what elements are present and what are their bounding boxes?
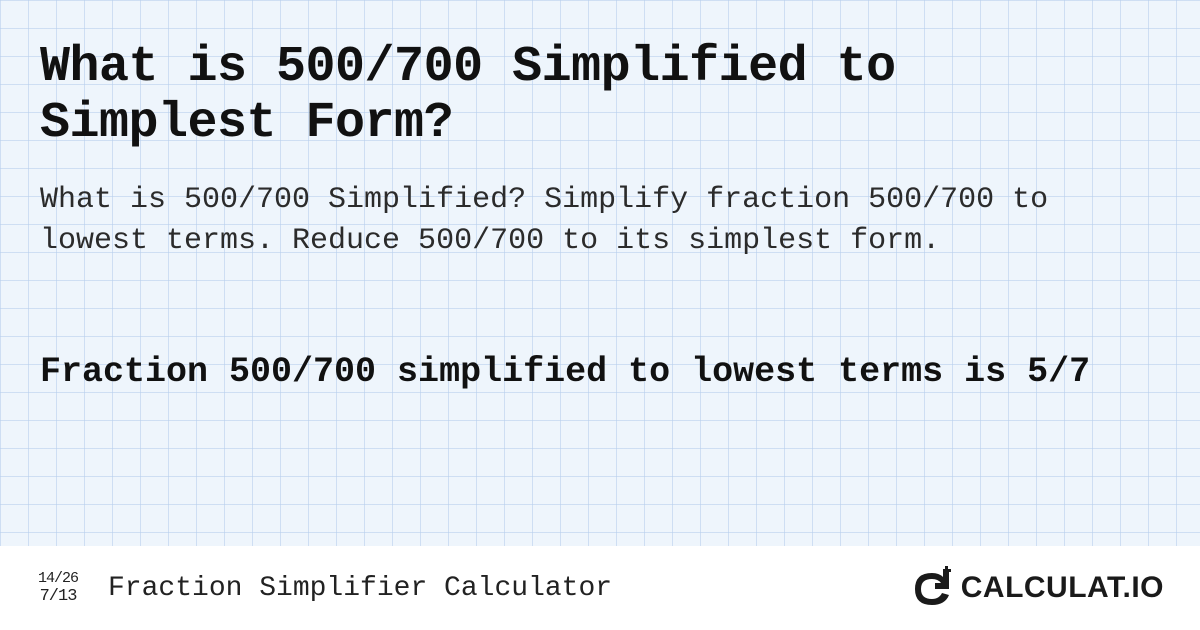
fraction-icon-bottom: 7/13 [40, 588, 77, 605]
footer-bar: 14/26 7/13 Fraction Simplifier Calculato… [0, 546, 1200, 630]
result-text: Fraction 500/700 simplified to lowest te… [40, 351, 1160, 395]
footer-left: 14/26 7/13 Fraction Simplifier Calculato… [28, 562, 612, 614]
main-content: What is 500/700 Simplified to Simplest F… [0, 0, 1200, 546]
page-description: What is 500/700 Simplified? Simplify fra… [40, 180, 1160, 261]
footer-app-name: Fraction Simplifier Calculator [108, 573, 612, 604]
page: What is 500/700 Simplified to Simplest F… [0, 0, 1200, 630]
footer-right: CALCULAT.IO [909, 565, 1164, 611]
fraction-icon: 14/26 7/13 [28, 562, 88, 614]
brand-name: CALCULAT.IO [961, 571, 1164, 605]
brand-logo-icon [909, 565, 955, 611]
fraction-icon-top: 14/26 [38, 571, 78, 586]
page-title: What is 500/700 Simplified to Simplest F… [40, 40, 1160, 152]
